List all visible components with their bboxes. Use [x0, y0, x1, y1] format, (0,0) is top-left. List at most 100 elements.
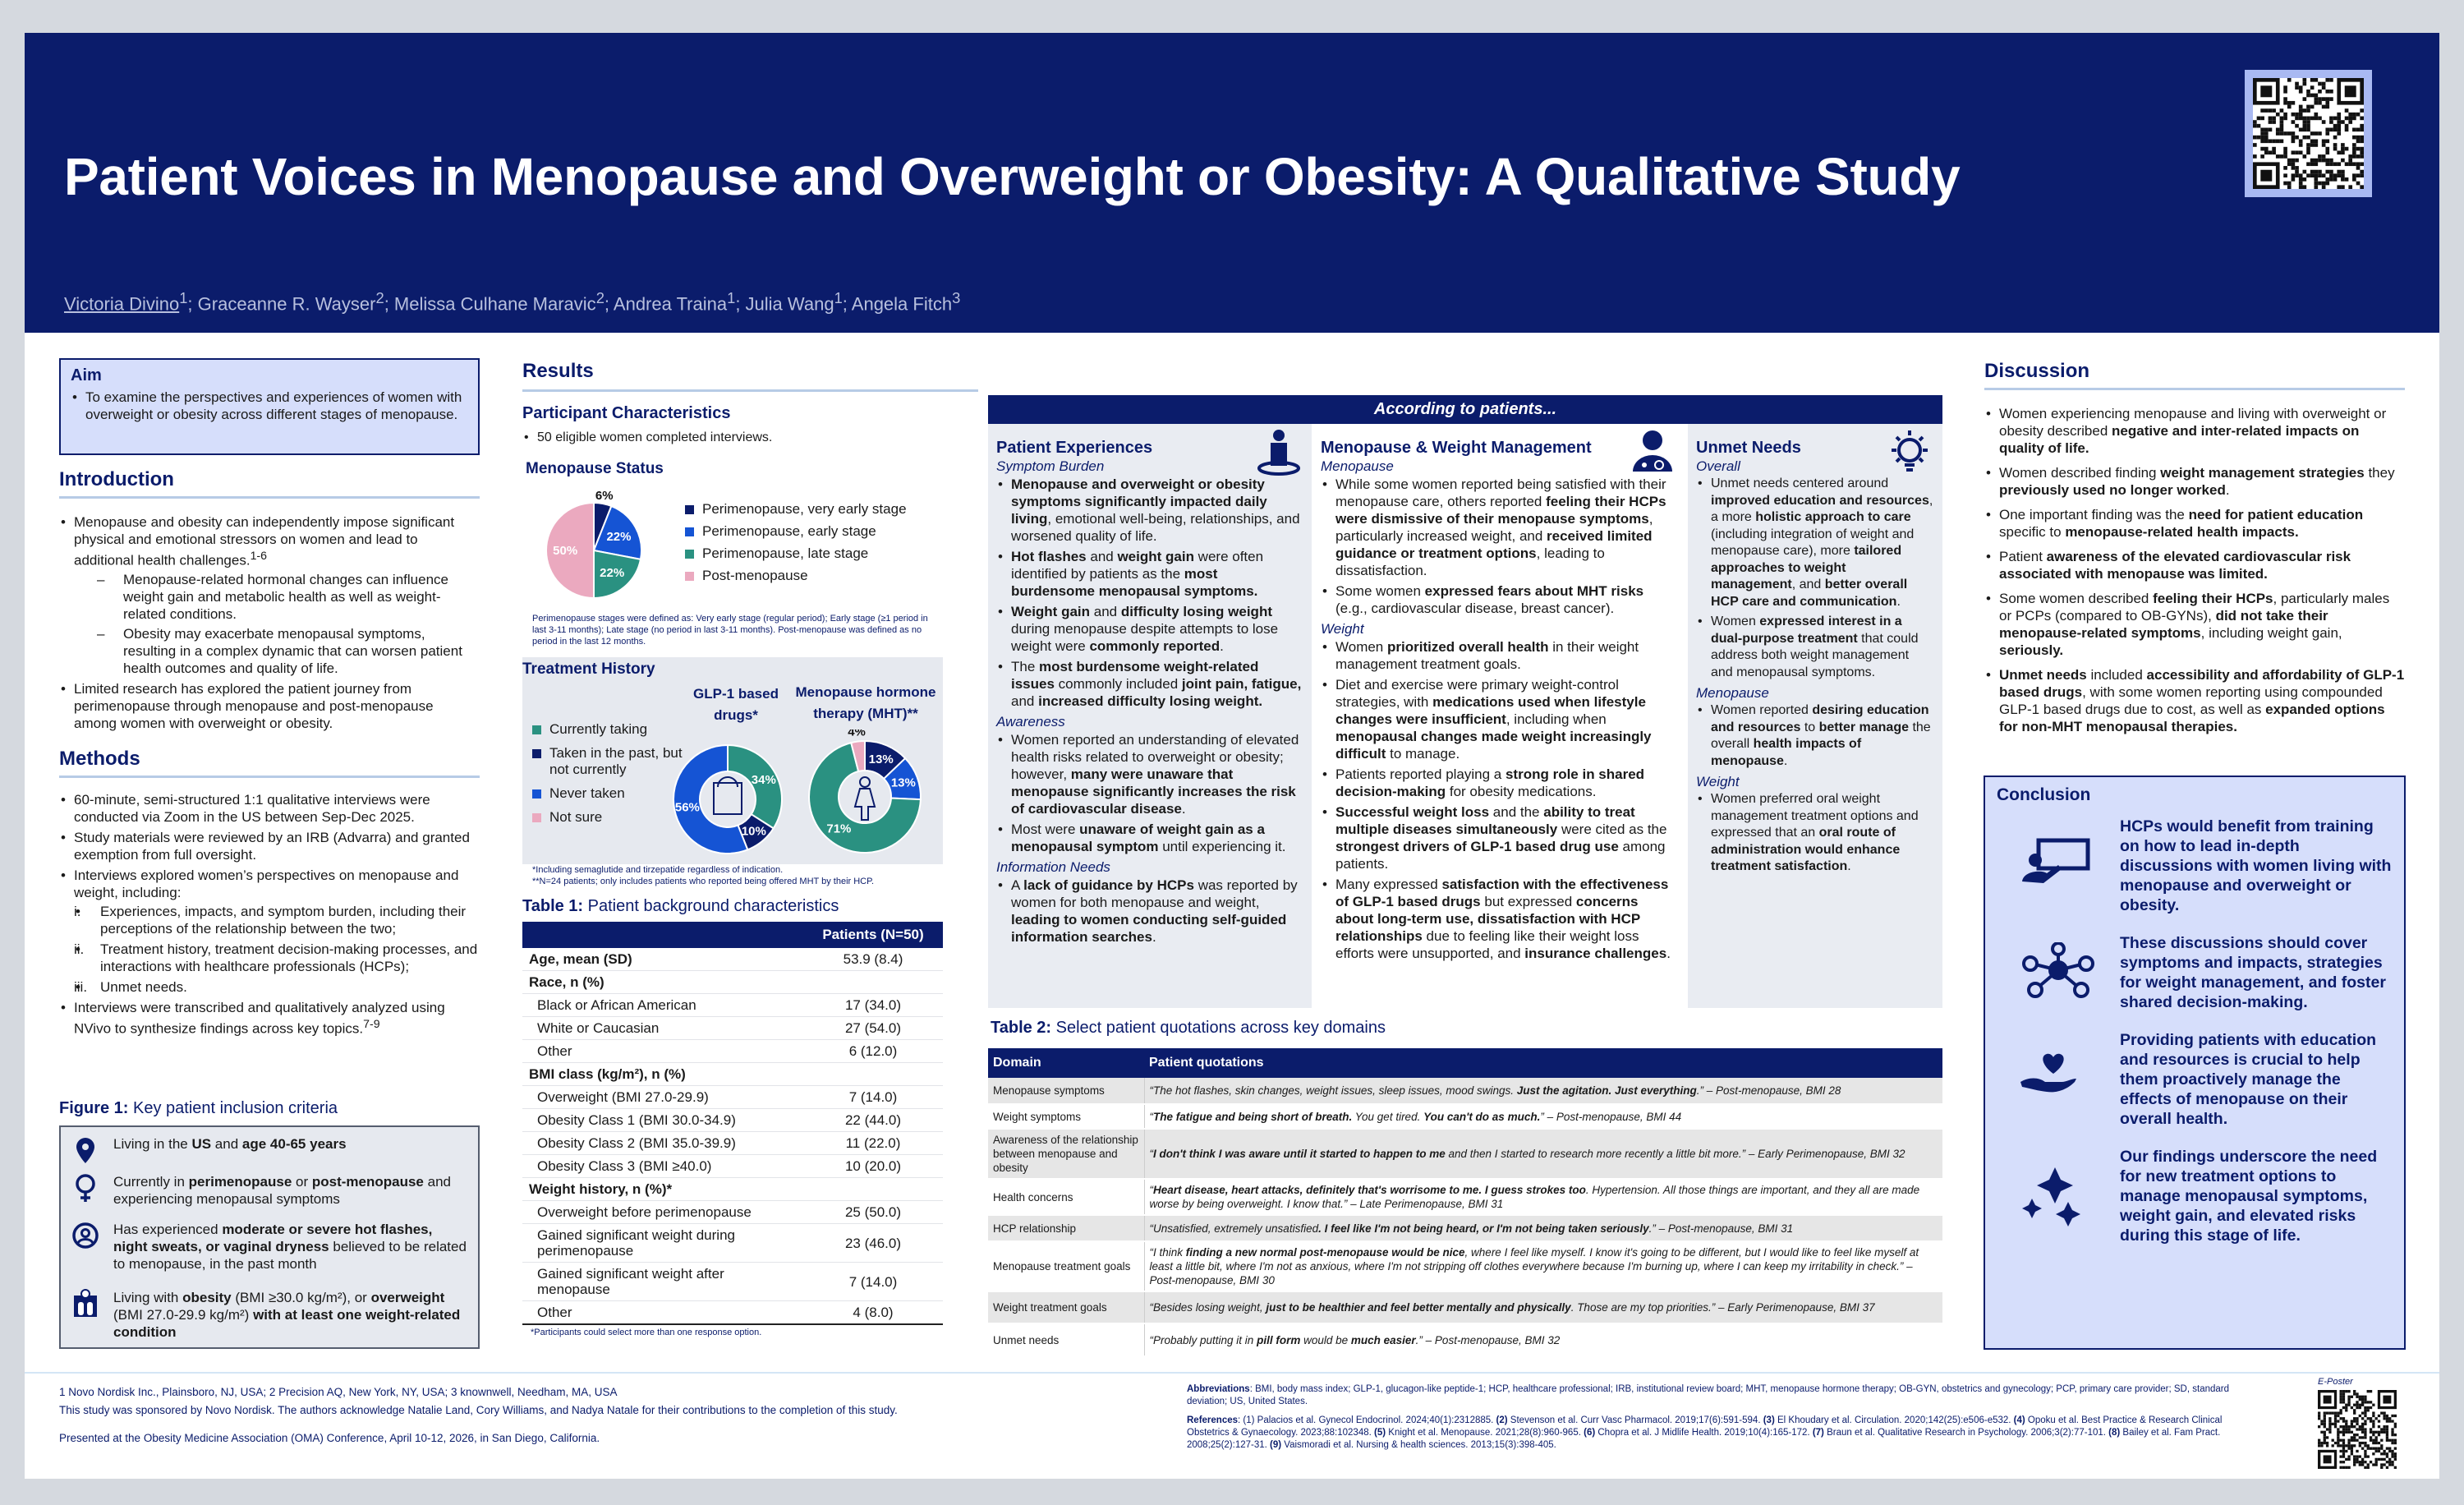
legend-label: Taken in the past, but not currently — [549, 745, 683, 777]
row-label: Overweight before perimenopause — [522, 1200, 803, 1224]
row-value: 4 (8.0) — [803, 1300, 943, 1325]
text: (BMI ≥30.0 kg/m²), or — [231, 1290, 371, 1305]
roman-numeral: i. — [74, 904, 81, 919]
legend-swatch — [532, 749, 541, 758]
text: , and — [1791, 578, 1825, 591]
row-value: 23 (46.0) — [803, 1223, 943, 1263]
methods-title: Methods — [59, 748, 480, 778]
domain-cell: Menopause treatment goals — [988, 1241, 1144, 1292]
bold-text: oral route of administration would enhan… — [1711, 826, 1901, 873]
methods-subitem: ii. Treatment history, treatment decision… — [74, 941, 480, 975]
chart-slice-2 — [592, 504, 642, 561]
table-row: BMI class (kg/m²), n (%) — [522, 1062, 943, 1086]
qr-code[interactable] — [2245, 70, 2372, 197]
legend-item: Taken in the past, but not currently — [532, 745, 684, 778]
eposter-qr-code[interactable] — [2318, 1390, 2397, 1469]
table-row: Obesity Class 2 (BMI 35.0-39.9) 11 (22.0) — [522, 1131, 943, 1155]
text: would be — [1300, 1333, 1351, 1346]
conclusion-item: Our findings underscore the need for new… — [1997, 1147, 2393, 1245]
author-name: Melissa Culhane Maravic — [393, 293, 596, 315]
criterion-text: Currently in perimenopause or post-menop… — [113, 1173, 468, 1208]
panel-subheading: Weight — [1321, 621, 1364, 637]
bold-text: (8) — [2108, 1428, 2121, 1438]
abbreviations: Abbreviations: BMI, body mass index; GLP… — [1187, 1383, 2263, 1408]
text: Women — [1711, 614, 1760, 628]
bold-text: feeling their HCPs — [2153, 591, 2273, 606]
text: Braun et al. Qualitative Research in Psy… — [1823, 1428, 2109, 1438]
table-row: Overweight (BMI 27.0-29.9) 7 (14.0) — [522, 1085, 943, 1109]
conclusion-title: Conclusion — [1997, 785, 2091, 804]
text: and — [1090, 604, 1121, 619]
glp1-donut-chart: 34% 10% 56% — [673, 743, 783, 854]
according-to-patients-banner: According to patients... — [988, 395, 1942, 424]
bold-text: Weight gain — [1011, 604, 1091, 619]
finding-bullet: Menopause and overweight or obesity symp… — [996, 476, 1303, 545]
sponsor-statement: This study was sponsored by Novo Nordisk… — [59, 1404, 898, 1416]
text: .” – Post-menopause, BMI 28 — [1696, 1084, 1841, 1097]
row-value: 7 (14.0) — [803, 1085, 943, 1109]
panel-bullets: Women reported desiring education and re… — [1696, 702, 1934, 770]
person-standing-icon — [1257, 430, 1300, 476]
participant-bullet: 50 eligible women completed interviews. — [522, 429, 943, 446]
table2-header-quotations: Patient quotations — [1144, 1048, 1942, 1078]
quotation-cell: “The fatigue and being short of breath. … — [1143, 1104, 1942, 1130]
row-value: 17 (34.0) — [803, 993, 943, 1017]
table1-title: Patient background characteristics — [583, 897, 839, 915]
bold-text: You can't do as much. — [1423, 1110, 1541, 1123]
table-row: Gained significant weight after menopaus… — [522, 1262, 943, 1301]
row-label: White or Caucasian — [522, 1016, 803, 1040]
bold-text: just to be healthier and feel better men… — [1266, 1301, 1571, 1314]
table-row: Menopause symptoms “The hot flashes, skin… — [988, 1078, 1942, 1105]
bold-text: strong role in shared decision-making — [1335, 766, 1645, 799]
bold-text: most burdensome weight-related issues — [1011, 659, 1259, 692]
menopause-status-legend: Perimenopause, very early stage Perimenop… — [685, 501, 948, 590]
row-value — [803, 1062, 943, 1086]
quotations-table: Domain Patient quotations Menopause sympto… — [988, 1048, 1942, 1357]
methods-section: Methods 60-minute, semi-structured 1:1 q… — [59, 748, 480, 1041]
methods-subitem-text: Unmet needs. — [100, 979, 187, 995]
table-row: Weight treatment goals “Besides losing we… — [988, 1291, 1942, 1324]
panel-subheading: Weight — [1696, 774, 1740, 789]
woman-figure-icon — [853, 776, 876, 821]
chart-slice-4 — [850, 739, 866, 773]
figure1-label: Figure 1: — [59, 1099, 129, 1117]
bold-text: The fatigue and being short of breath. — [1153, 1110, 1353, 1123]
methods-subitem-text: Treatment history, treatment decision-ma… — [100, 941, 478, 974]
chart-slice-3 — [593, 549, 642, 600]
bold-text: tailored approaches to weight management — [1711, 544, 1902, 591]
table-row: Awareness of the relationship between me… — [988, 1129, 1942, 1180]
legend-item: Perimenopause, late stage — [685, 545, 948, 562]
table-row: White or Caucasian 27 (54.0) — [522, 1016, 943, 1040]
table-row: Other 4 (8.0) — [522, 1300, 943, 1325]
citation: 1-6 — [250, 550, 268, 563]
chart-slice-3 — [673, 743, 749, 854]
bold-text: seriously. — [1999, 642, 2064, 658]
bold-text: weight gain — [1117, 549, 1194, 564]
footer-divider — [25, 1372, 2439, 1374]
text: they — [2364, 465, 2395, 481]
finding-bullet: Successful weight loss and the ability t… — [1321, 803, 1679, 872]
results-divider — [522, 389, 978, 392]
bold-text: post-menopause — [311, 1174, 424, 1190]
conclusion-text: Our findings underscore the need for new… — [2120, 1148, 2378, 1245]
discussion-bullet: Women experiencing menopause and living … — [1984, 405, 2405, 457]
conclusion-text: These discussions should cover symptoms … — [2120, 934, 2386, 1011]
panel-title: Menopause & Weight Management — [1321, 439, 1592, 457]
bold-text: Just the agitation. Just everything — [1516, 1084, 1697, 1097]
finding-bullet: Women prioritized overall health in thei… — [1321, 638, 1679, 673]
text: in their weight management treatment goa… — [1335, 639, 1639, 672]
text: , emotional well-being, relationships, a… — [1011, 511, 1300, 544]
text: to — [1800, 720, 1819, 734]
text: .” – Post-menopause, BMI 31 — [1648, 1222, 1794, 1235]
criterion-text: Living in the US and age 40-65 years — [113, 1135, 347, 1153]
text: , including when — [1506, 711, 1607, 727]
panel-bullets: Women reported an understanding of eleva… — [996, 731, 1303, 855]
methods-subitem: i. Experiences, impacts, and symptom burd… — [74, 903, 480, 937]
patient-characteristics-table: Patients (N=50) Age, mean (SD) 53.9 (8.4) R… — [522, 922, 943, 1337]
bold-text: Abbreviations — [1187, 1384, 1250, 1394]
treatment-history-panel: Treatment History Currently taking Taken … — [522, 657, 943, 864]
author-name: Victoria Divino — [64, 293, 180, 315]
table1-footnote: *Participants could select more than one… — [531, 1328, 762, 1337]
bold-text: finding a new normal post-menopause woul… — [1185, 1246, 1465, 1259]
